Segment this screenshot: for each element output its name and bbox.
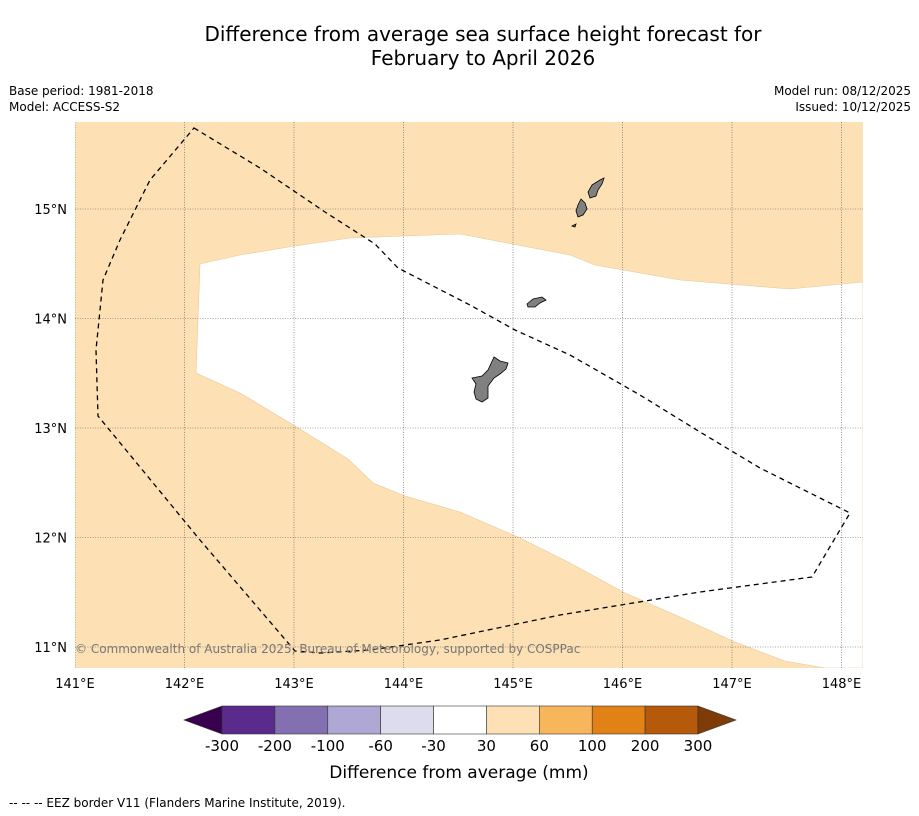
map-title: Difference from average sea surface heig… xyxy=(0,22,919,70)
colorbar-tick-label: -200 xyxy=(258,737,292,755)
longitude-labels: 141°E 142°E 143°E 144°E 145°E 146°E 147°E 148°E xyxy=(55,677,861,692)
longitude-label: 143°E xyxy=(274,677,314,692)
longitude-label: 144°E xyxy=(384,677,424,692)
colorbar-segment xyxy=(644,705,699,735)
colorbar-tick-label: -30 xyxy=(421,737,446,755)
colorbar-segment xyxy=(486,705,540,735)
model-run: Model run: 08/12/2025 xyxy=(773,84,911,98)
land-masses xyxy=(471,177,605,403)
eez-border xyxy=(95,127,851,654)
map-plot-area xyxy=(75,122,863,668)
colorbar-tick-label: -60 xyxy=(368,737,393,755)
colorbar-segment xyxy=(433,705,487,735)
eez-source-note: -- -- -- EEZ border V11 (Flanders Marine… xyxy=(9,796,346,810)
colorbar-extend-low xyxy=(183,705,223,735)
colorbar-extend-high xyxy=(697,705,737,735)
colorbar-tick-label: 100 xyxy=(578,737,607,755)
latitude-label: 12°N xyxy=(34,532,67,547)
title-line-2: February to April 2026 xyxy=(370,46,596,70)
longitude-label: 146°E xyxy=(603,677,643,692)
latitude-labels: 15°N 14°N 13°N 12°N 11°N xyxy=(34,203,67,656)
colorbar-tick-label: -100 xyxy=(311,737,345,755)
anomaly-band-minus30-30 xyxy=(195,233,863,668)
colorbar-label: Difference from average (mm) xyxy=(329,763,588,783)
colorbar-tick-label: 200 xyxy=(631,737,660,755)
longitude-label: 147°E xyxy=(712,677,752,692)
base-period: Base period: 1981-2018 xyxy=(9,84,154,98)
land-saipan xyxy=(587,177,605,199)
model-name: Model: ACCESS-S2 xyxy=(9,100,121,114)
colorbar-tick-label: -300 xyxy=(205,737,239,755)
title-line-1: Difference from average sea surface heig… xyxy=(204,22,762,46)
latitude-label: 13°N xyxy=(34,422,67,437)
latitude-label: 15°N xyxy=(34,203,67,218)
meta-right: Model run: 08/12/2025 Issued: 10/12/2025 xyxy=(774,83,911,115)
colorbar: -300 -200 -100 -60 -30 30 60 100 200 300 xyxy=(183,705,737,755)
colorbar-segment xyxy=(274,705,329,735)
colorbar-tick-label: 300 xyxy=(684,737,713,755)
longitude-label: 141°E xyxy=(55,677,95,692)
latitude-label: 14°N xyxy=(34,313,67,328)
colorbar-segment xyxy=(380,705,434,735)
colorbar-segment xyxy=(539,705,593,735)
longitude-label: 145°E xyxy=(493,677,533,692)
land-tinian xyxy=(575,198,588,218)
latitude-label: 11°N xyxy=(34,641,67,656)
land-guam xyxy=(471,356,509,403)
graticule xyxy=(75,122,863,668)
land-rota xyxy=(526,296,547,308)
colorbar-segment xyxy=(221,705,276,735)
colorbar-segment xyxy=(327,705,381,735)
colorbar-tick-label: 60 xyxy=(530,737,549,755)
colorbar-segment xyxy=(591,705,646,735)
issued-date: Issued: 10/12/2025 xyxy=(795,100,911,114)
forecast-map: © Commonwealth of Australia 2025, Bureau… xyxy=(34,122,863,783)
colorbar-tick-label: 30 xyxy=(477,737,496,755)
land-aguijan xyxy=(570,223,577,228)
longitude-label: 148°E xyxy=(822,677,862,692)
copyright-notice: © Commonwealth of Australia 2025, Bureau… xyxy=(75,642,580,656)
meta-left: Base period: 1981-2018 Model: ACCESS-S2 xyxy=(9,83,154,115)
longitude-label: 142°E xyxy=(165,677,205,692)
